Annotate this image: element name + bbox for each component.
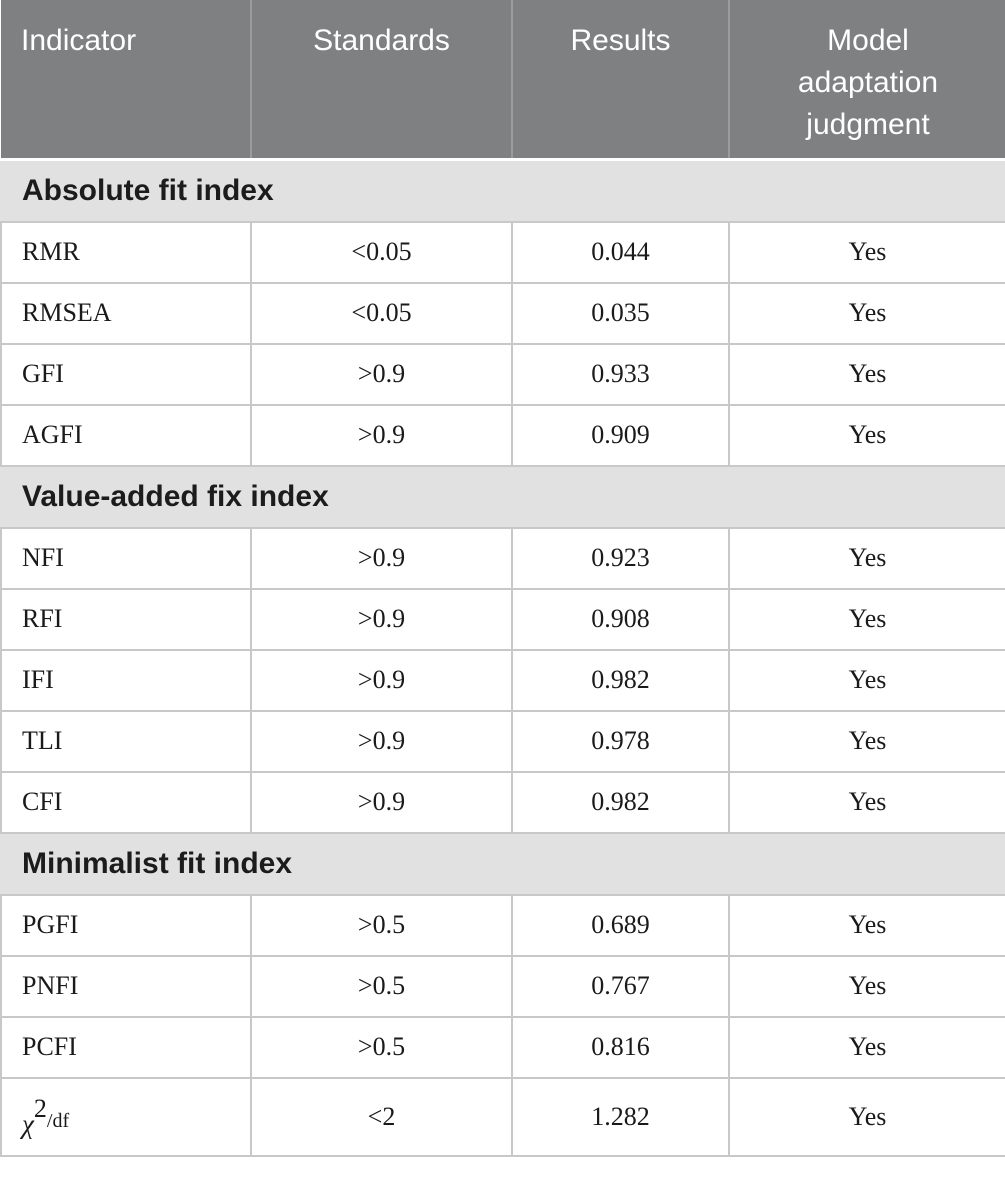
result-cell: 0.767 [512,955,730,1018]
indicator-cell: RMSEA [0,282,252,345]
section-row: Absolute fit index [0,159,1005,223]
standard-cell: <0.05 [251,221,513,284]
judgment-cell: Yes [729,955,1005,1018]
standard-cell: >0.5 [251,1016,513,1079]
result-cell: 1.282 [512,1077,730,1157]
indicator-cell: PCFI [0,1016,252,1079]
table-body: Absolute fit index RMR <0.05 0.044 Yes RMSEA <… [0,159,1005,1157]
result-cell: 0.909 [512,404,730,467]
indicator-cell: RFI [0,588,252,651]
header-indicator: Indicator [1,0,252,161]
indicator-cell: RMR [0,221,252,284]
table-row: RFI >0.9 0.908 Yes [0,588,1005,651]
result-cell: 0.978 [512,710,730,773]
standard-cell: <0.05 [251,282,513,345]
standard-cell: >0.9 [251,343,513,406]
result-cell: 0.816 [512,1016,730,1079]
table-row: CFI >0.9 0.982 Yes [0,771,1005,834]
table-row: PGFI >0.5 0.689 Yes [0,894,1005,957]
indicator-cell: TLI [0,710,252,773]
judgment-cell: Yes [729,1077,1005,1157]
fit-index-table-figure: Indicator Standards Results Model adapta… [0,0,1005,1157]
judgment-cell: Yes [729,710,1005,773]
judgment-cell: Yes [729,894,1005,957]
indicator-cell: CFI [0,771,252,834]
header-model-adaptation-judgment: Model adaptation judgment [729,0,1005,161]
section-row: Value-added fix index [0,465,1005,529]
standard-cell: >0.9 [251,527,513,590]
section-row: Minimalist fit index [0,832,1005,896]
table-header: Indicator Standards Results Model adapta… [1,0,1005,161]
section-title: Absolute fit index [0,159,1005,223]
table-row: RMSEA <0.05 0.035 Yes [0,282,1005,345]
indicator-cell: IFI [0,649,252,712]
result-cell: 0.933 [512,343,730,406]
result-cell: 0.689 [512,894,730,957]
indicator-cell: GFI [0,343,252,406]
section-title: Minimalist fit index [0,832,1005,896]
indicator-cell: AGFI [0,404,252,467]
result-cell: 0.923 [512,527,730,590]
judgment-cell: Yes [729,1016,1005,1079]
indicator-cell: PGFI [0,894,252,957]
judgment-cell: Yes [729,221,1005,284]
result-cell: 0.044 [512,221,730,284]
table-row: AGFI >0.9 0.909 Yes [0,404,1005,467]
judgment-cell: Yes [729,649,1005,712]
chi-symbol: χ [22,1108,34,1139]
result-cell: 0.908 [512,588,730,651]
indicator-cell: PNFI [0,955,252,1018]
judgment-cell: Yes [729,527,1005,590]
standard-cell: >0.5 [251,955,513,1018]
standard-cell: >0.9 [251,771,513,834]
standard-cell: >0.9 [251,588,513,651]
result-cell: 0.982 [512,771,730,834]
indicator-cell: NFI [0,527,252,590]
table-row: GFI >0.9 0.933 Yes [0,343,1005,406]
table-row: χ2/df <2 1.282 Yes [0,1077,1005,1157]
chi-df-suffix: /df [46,1109,70,1132]
header-model-adaptation-judgment-label: Model adaptation judgment [797,24,939,141]
indicator-cell: χ2/df [0,1077,252,1157]
standard-cell: >0.9 [251,649,513,712]
header-results: Results [512,0,730,161]
judgment-cell: Yes [729,343,1005,406]
table-row: RMR <0.05 0.044 Yes [0,221,1005,284]
result-cell: 0.982 [512,649,730,712]
standard-cell: >0.9 [251,404,513,467]
section-title: Value-added fix index [0,465,1005,529]
judgment-cell: Yes [729,282,1005,345]
header-standards: Standards [251,0,513,161]
standard-cell: >0.9 [251,710,513,773]
fit-index-table: Indicator Standards Results Model adapta… [0,0,1005,1157]
table-row: NFI >0.9 0.923 Yes [0,527,1005,590]
judgment-cell: Yes [729,771,1005,834]
standard-cell: <2 [251,1077,513,1157]
judgment-cell: Yes [729,588,1005,651]
result-cell: 0.035 [512,282,730,345]
table-row: PCFI >0.5 0.816 Yes [0,1016,1005,1079]
table-row: TLI >0.9 0.978 Yes [0,710,1005,773]
chi-exponent: 2 [33,1093,47,1123]
table-row: IFI >0.9 0.982 Yes [0,649,1005,712]
header-row: Indicator Standards Results Model adapta… [1,0,1005,161]
table-row: PNFI >0.5 0.767 Yes [0,955,1005,1018]
standard-cell: >0.5 [251,894,513,957]
judgment-cell: Yes [729,404,1005,467]
